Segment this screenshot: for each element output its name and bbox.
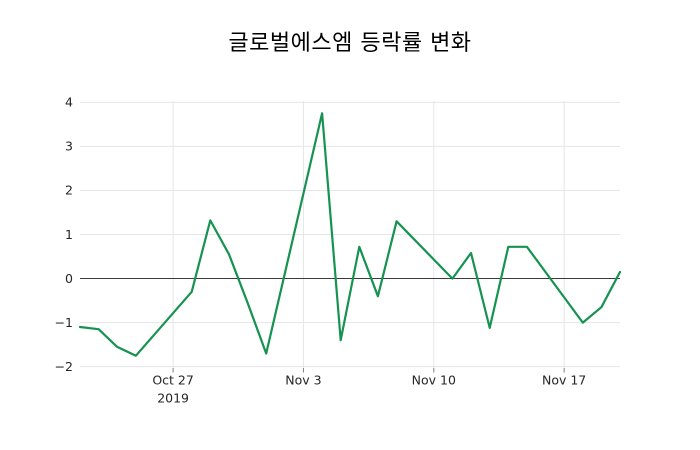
x-tick-sublabel: 2019 [157,391,189,406]
y-tick-label: 2 [65,183,73,198]
x-tick-label: Nov 10 [412,373,456,388]
chart-title: 글로벌에스엠 등락률 변화 [228,31,472,56]
y-tick-label: 1 [65,227,73,242]
y-tick-label: 0 [65,271,73,286]
y-tick-label: 4 [65,95,73,110]
x-tick-label: Oct 27 [152,373,194,388]
x-tick-label: Nov 17 [542,373,586,388]
y-tick-label: −2 [55,359,73,374]
y-tick-label: 3 [65,139,73,154]
y-tick-label: −1 [55,315,73,330]
series-line [78,112,622,357]
x-tick-label: Nov 3 [285,373,321,388]
